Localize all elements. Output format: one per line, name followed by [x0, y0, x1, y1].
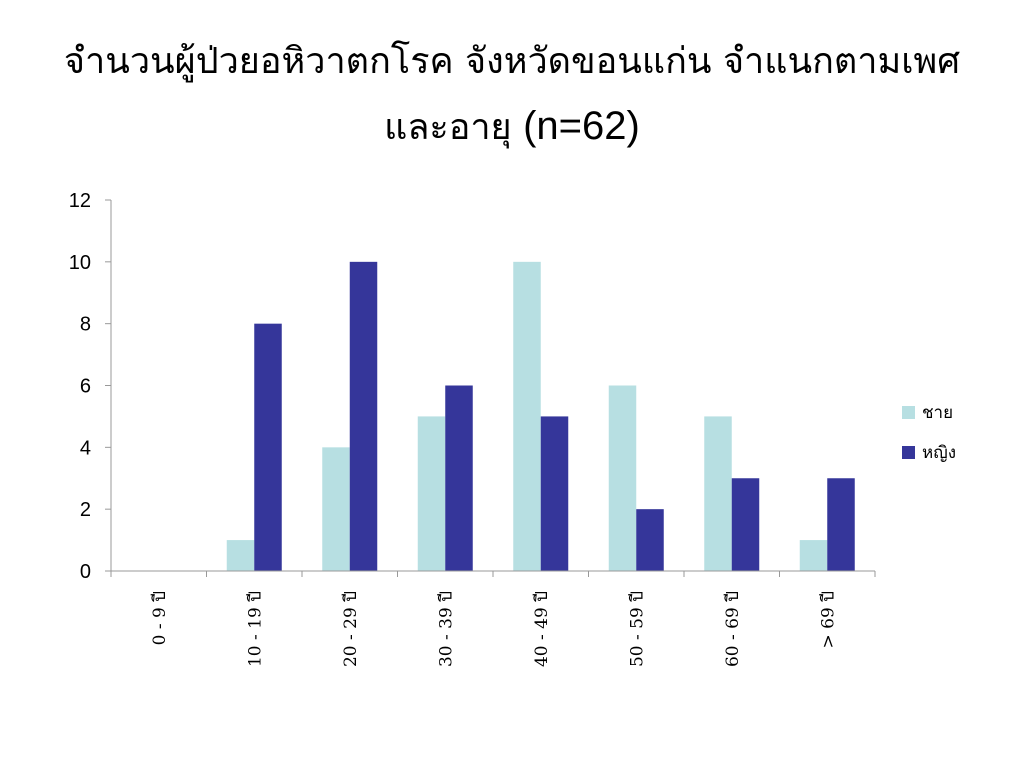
chart-title: จำนวนผู้ป่วยอหิวาตกโรค จังหวัดขอนแก่น จำ… — [20, 30, 1004, 160]
bar-male-7 — [799, 540, 828, 571]
y-tick-label: 0 — [80, 561, 91, 583]
category-labels: 0 - 9 ปี 10 - 19 ปี 20 - 29 ปี 30 - 39 ปี 40… — [150, 591, 839, 667]
bar-male-6 — [704, 416, 732, 571]
legend-swatch-female — [902, 446, 915, 459]
y-tick-label: 4 — [80, 437, 91, 459]
bar-female-7 — [827, 478, 855, 571]
bar-female-4 — [540, 416, 569, 571]
bar-female-6 — [731, 478, 760, 571]
y-tick-label: 10 — [69, 252, 91, 274]
x-category-label: 30 - 39 ปี — [436, 591, 456, 667]
x-category-label: 20 - 29 ปี — [341, 591, 361, 667]
x-category-label: 40 - 49 ปี — [532, 591, 552, 667]
bar-male-2 — [322, 447, 350, 571]
x-category-label: 0 - 9 ปี — [150, 591, 170, 645]
chart-title-line2: และอายุ (n=62) — [20, 94, 1004, 160]
bar-female-5 — [636, 509, 664, 571]
bar-male-4 — [513, 261, 541, 571]
chart-title-line1: จำนวนผู้ป่วยอหิวาตกโรค จังหวัดขอนแก่น จำ… — [63, 41, 961, 82]
bar-male-1 — [226, 540, 255, 571]
y-tick-label: 2 — [80, 499, 91, 521]
y-tick-label: 12 — [69, 190, 91, 212]
bar-male-3 — [417, 416, 446, 571]
x-axis — [110, 570, 876, 577]
bars — [226, 261, 855, 571]
y-axis: 0 2 4 6 8 10 12 — [69, 190, 112, 583]
chart-title-line2-text: และอายุ — [384, 107, 512, 148]
legend-label-female: หญิง — [922, 443, 956, 463]
x-category-label: > 69 ปี — [818, 591, 838, 648]
x-category-label: 50 - 59 ปี — [627, 591, 647, 667]
y-tick-label: 8 — [80, 314, 91, 336]
x-category-label: 10 - 19 ปี — [245, 591, 265, 667]
bar-female-3 — [445, 385, 473, 571]
x-category-label: 60 - 69 ปี — [723, 591, 743, 667]
bar-female-1 — [254, 323, 282, 571]
bar-female-2 — [349, 261, 378, 571]
y-tick-label: 6 — [80, 376, 91, 398]
chart-title-sample-size: (n=62) — [523, 104, 640, 148]
legend-label-male: ชาย — [922, 403, 953, 423]
bar-male-5 — [608, 385, 637, 571]
legend-swatch-male — [902, 406, 915, 419]
